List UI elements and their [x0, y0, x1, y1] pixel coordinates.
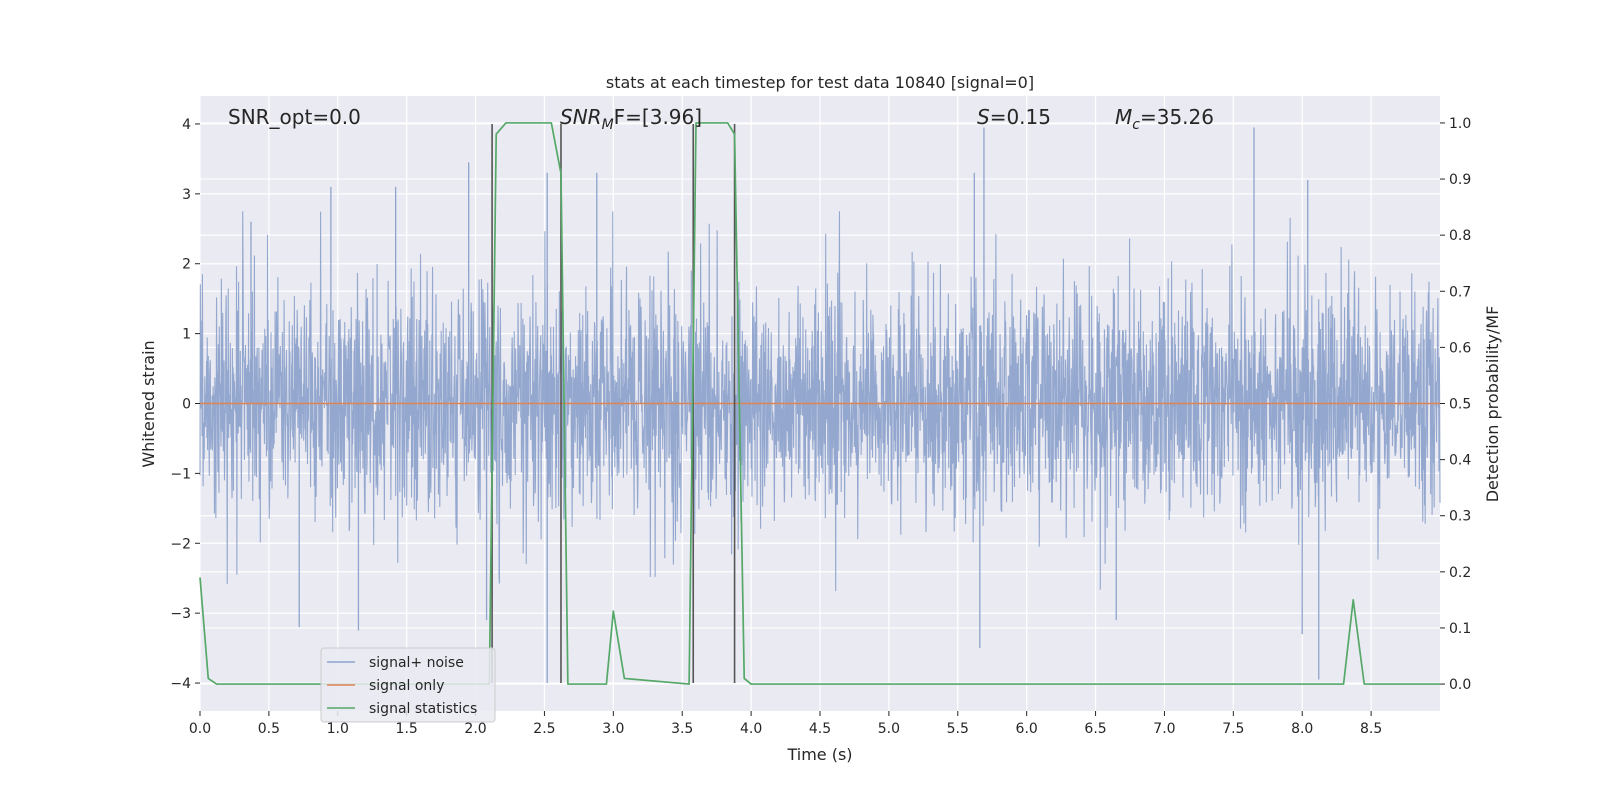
x-tick-label: 0.5	[258, 721, 280, 737]
x-tick-label: 3.5	[671, 721, 693, 737]
series-signal-statistics	[199, 122, 1440, 685]
annotation-s-main: S	[977, 105, 990, 129]
y-tick-label: 3	[182, 187, 191, 203]
x-tick-label: 6.5	[1084, 721, 1106, 737]
y-tick-label: −4	[170, 676, 191, 692]
y2-tick-label: 0.1	[1449, 621, 1471, 637]
y2-axis-title: Detection probability/MF	[1483, 306, 1502, 503]
y2-tick-label: 0.5	[1449, 397, 1471, 413]
legend: signal+ noise signal only signal statist…	[320, 647, 496, 723]
y-tick-label: −3	[170, 606, 191, 622]
x-tick-label: 0.0	[189, 721, 211, 737]
y2-tick-label: 0.2	[1449, 565, 1471, 581]
x-tick-label: 8.5	[1360, 721, 1382, 737]
x-tick-label: 6.0	[1016, 721, 1038, 737]
legend-label-signal-statistics: signal statistics	[369, 701, 477, 717]
annotation-snr-mf-rest: F=[3.96]	[614, 105, 702, 129]
legend-label-signal-plus-noise: signal+ noise	[369, 655, 464, 671]
legend-box	[320, 647, 496, 723]
y2-tick-label: 0.0	[1449, 677, 1471, 693]
y-axis-right: 1.0 0.9 0.8 0.7 0.6 0.5 0.4 0.3 0.2 0.1 0.0	[1440, 116, 1471, 693]
y2-tick-label: 0.3	[1449, 509, 1471, 525]
y-tick-label: 0	[182, 397, 191, 413]
y-tick-label: −1	[170, 466, 191, 482]
annotation-mc: Mc=35.26	[1115, 105, 1214, 133]
y2-tick-label: 0.8	[1449, 228, 1471, 244]
y-axis-title: Whitened strain	[139, 340, 158, 467]
x-tick-label: 3.0	[602, 721, 624, 737]
annotation-mc-rest: =35.26	[1140, 105, 1214, 129]
x-tick-label: 1.0	[327, 721, 349, 737]
legend-label-signal-only: signal only	[369, 678, 444, 694]
y-tick-label: −2	[170, 536, 191, 552]
y2-tick-label: 0.9	[1449, 172, 1471, 188]
x-tick-label: 7.0	[1153, 721, 1175, 737]
signal-plus-noise-line	[199, 211, 1441, 592]
annotation-mc-sub: c	[1132, 117, 1140, 133]
x-tick-label: 8.0	[1291, 721, 1313, 737]
x-tick-label: 2.5	[533, 721, 555, 737]
y2-tick-label: 0.7	[1449, 284, 1471, 300]
x-tick-label: 2.0	[464, 721, 486, 737]
y-tick-label: 1	[182, 327, 191, 343]
y-tick-label: 2	[182, 257, 191, 273]
x-tick-label: 5.0	[878, 721, 900, 737]
annotation-s: S=0.15	[977, 105, 1051, 129]
annotation-snr-mf-sub: M	[602, 117, 614, 133]
x-axis: 0.0 0.5 1.0 1.5 2.0 2.5 3.0 3.5 4.0 4.5 5.0 5.5 6.0 6…	[189, 711, 1382, 737]
x-tick-label: 7.5	[1222, 721, 1244, 737]
signal-statistics-line	[199, 122, 1440, 685]
annotation-mc-main: M	[1115, 105, 1132, 129]
y-tick-label: 4	[182, 117, 191, 133]
x-tick-label: 5.5	[947, 721, 969, 737]
annotation-snr-opt: SNR_opt=0.0	[228, 105, 361, 129]
x-axis-title: Time (s)	[786, 745, 852, 764]
y2-tick-label: 0.4	[1449, 453, 1471, 469]
x-tick-label: 1.5	[396, 721, 418, 737]
annotation-snr-mf: SNRMF=[3.96]	[560, 105, 702, 133]
chart-title: stats at each timestep for test data 108…	[606, 73, 1034, 92]
series-signal-plus-noise	[199, 127, 1441, 684]
y2-tick-label: 0.6	[1449, 340, 1471, 356]
x-tick-label: 4.5	[809, 721, 831, 737]
y2-tick-label: 1.0	[1449, 116, 1471, 132]
y-axis-left: 4 3 2 1 0 −1 −2 −3 −4	[170, 117, 200, 692]
annotation-snr-mf-main: SNR	[560, 105, 602, 129]
annotation-s-rest: =0.15	[990, 105, 1051, 129]
x-tick-label: 4.0	[740, 721, 762, 737]
